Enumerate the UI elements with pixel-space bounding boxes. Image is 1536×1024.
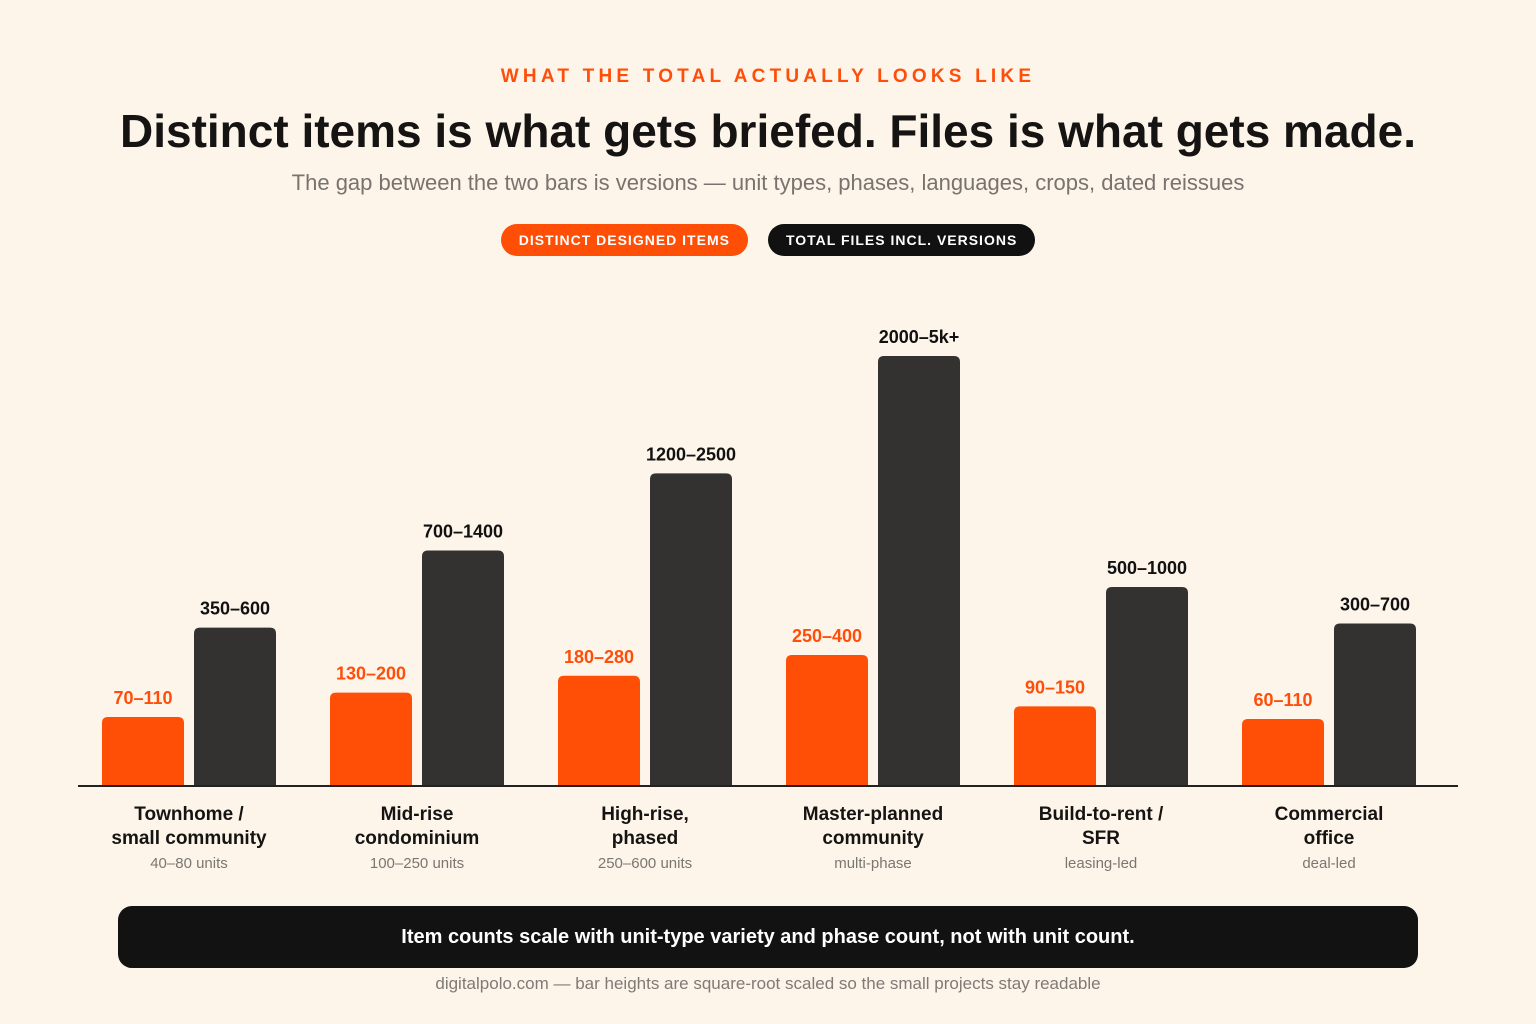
bar-distinct-4 <box>1014 706 1096 786</box>
footer-note: digitalpolo.com — bar heights are square… <box>435 974 1101 993</box>
data-label-distinct-1: 130–200 <box>336 664 406 684</box>
category-sublabel-3: multi-phase <box>834 855 912 872</box>
data-label-distinct-5: 60–110 <box>1253 690 1312 710</box>
category-label-5-line-0: Commercial <box>1275 804 1384 825</box>
bar-total-0 <box>194 627 276 786</box>
bar-distinct-5 <box>1242 718 1324 786</box>
data-label-distinct-3: 250–400 <box>792 626 862 646</box>
category-sublabel-1: 100–250 units <box>370 855 464 872</box>
category-sublabel-5: deal-led <box>1302 855 1355 872</box>
category-label-3-line-0: Master-planned <box>803 804 943 825</box>
bar-distinct-0 <box>102 717 184 786</box>
bar-distinct-2 <box>558 675 640 786</box>
data-label-distinct-4: 90–150 <box>1025 677 1085 697</box>
legend: DISTINCT DESIGNED ITEMS TOTAL FILES INCL… <box>0 224 1536 256</box>
bar-total-2 <box>650 473 732 786</box>
data-label-distinct-2: 180–280 <box>564 647 634 667</box>
data-label-total-5: 300–700 <box>1340 594 1410 614</box>
bar-total-3 <box>878 356 960 786</box>
category-label-1-line-0: Mid-rise <box>381 804 454 825</box>
category-label-2-line-0: High-rise, <box>601 804 689 825</box>
data-label-total-0: 350–600 <box>200 599 270 619</box>
bar-distinct-1 <box>330 692 412 786</box>
category-label-4-line-1: SFR <box>1082 828 1120 849</box>
legend-total-files: TOTAL FILES INCL. VERSIONS <box>767 224 1036 256</box>
category-label-1-line-1: condominium <box>355 828 480 849</box>
chart-title: Distinct items is what gets briefed. Fil… <box>119 105 1417 157</box>
category-label-0-line-0: Townhome / <box>134 804 244 825</box>
bar-chart: 70–110 350–600 Townhome / small community 40… <box>78 327 1458 872</box>
category-label-0-line-1: small community <box>111 828 267 849</box>
category-label-2-line-1: phased <box>612 828 679 849</box>
category-label-3-line-1: community <box>822 828 924 849</box>
legend-distinct-items: DISTINCT DESIGNED ITEMS <box>500 224 748 256</box>
category-sublabel-0: 40–80 units <box>150 855 228 872</box>
bar-distinct-3 <box>786 654 868 786</box>
data-label-total-4: 500–1000 <box>1107 558 1187 578</box>
category-sublabel-4: leasing-led <box>1065 855 1138 872</box>
data-label-total-2: 1200–2500 <box>646 444 736 464</box>
data-label-total-3: 2000–5k+ <box>879 327 960 347</box>
bar-total-1 <box>422 550 504 786</box>
eyebrow-label: WHAT THE TOTAL ACTUALLY LOOKS LIKE <box>500 66 1036 87</box>
category-sublabel-2: 250–600 units <box>598 855 692 872</box>
bar-total-5 <box>1334 623 1416 786</box>
category-label-5-line-1: office <box>1304 828 1355 849</box>
data-label-total-1: 700–1400 <box>423 521 503 541</box>
bar-total-4 <box>1106 586 1188 786</box>
takeaway-banner: Item counts scale with unit-type variety… <box>118 906 1418 968</box>
category-label-4-line-0: Build-to-rent / <box>1039 804 1164 825</box>
data-label-distinct-0: 70–110 <box>113 688 172 708</box>
chart-subtitle: The gap between the two bars is versions… <box>291 170 1245 195</box>
